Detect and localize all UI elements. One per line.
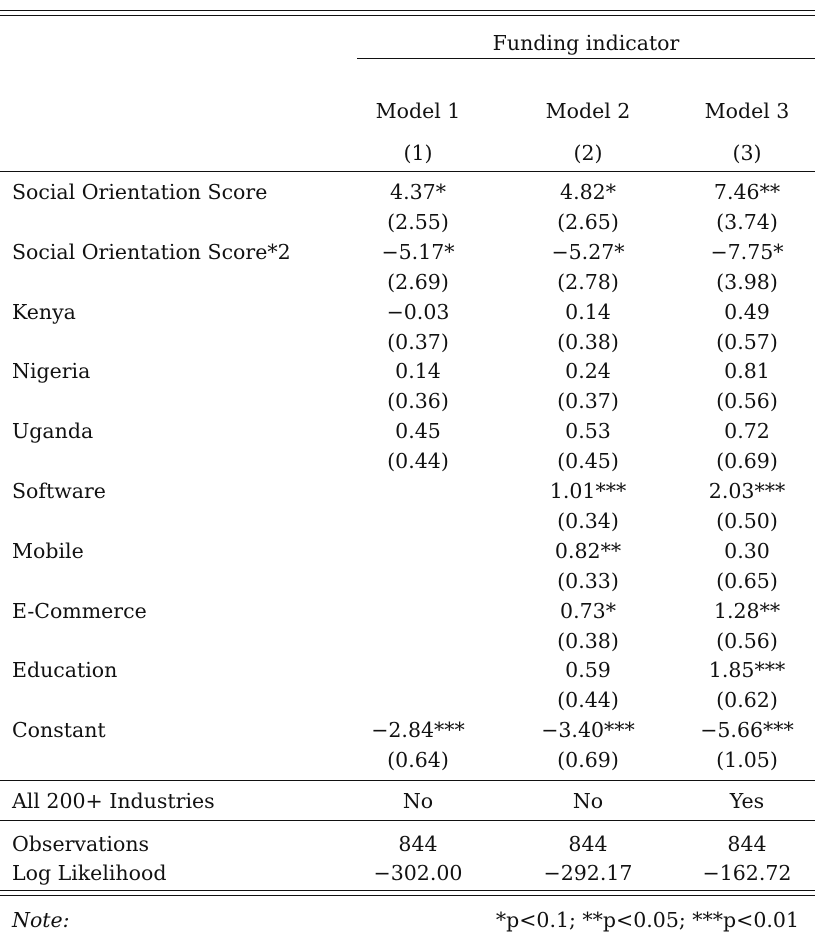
coefficient-model-2: 1.01***: [549, 479, 627, 503]
std-error-model-3: (3.98): [716, 270, 778, 294]
row-label: Kenya: [12, 300, 76, 324]
std-error-model-2: (0.37): [557, 389, 619, 413]
coefficient-model-2: 0.24: [565, 359, 611, 383]
model-3-header: Model 3: [704, 99, 790, 123]
industries-model-3: Yes: [729, 789, 765, 813]
coefficient-model-1: 4.37*: [390, 180, 446, 204]
note-label: Note:: [12, 908, 70, 932]
loglik-model-1: −302.00: [373, 861, 463, 885]
std-error-model-1: (0.64): [387, 748, 449, 772]
row-label: Education: [12, 658, 118, 682]
coefficient-model-3: −7.75*: [710, 240, 784, 264]
coefficient-model-3: 0.30: [724, 539, 770, 563]
coefficient-model-2: 0.82**: [554, 539, 622, 563]
coefficient-model-2: 0.59: [565, 658, 611, 682]
std-error-model-3: (0.56): [716, 389, 778, 413]
observations-label: Observations: [12, 832, 150, 856]
row-label: Social Orientation Score*2: [12, 240, 291, 264]
std-error-model-2: (0.38): [557, 629, 619, 653]
std-error-model-2: (0.38): [557, 330, 619, 354]
coefficient-model-3: −5.66***: [700, 718, 794, 742]
coefficient-model-1: 0.45: [395, 419, 441, 443]
coefficient-model-1: −5.17*: [381, 240, 455, 264]
std-error-model-3: (0.65): [716, 569, 778, 593]
std-error-model-2: (0.44): [557, 688, 619, 712]
top-rule-2: [0, 15, 815, 16]
coefficient-model-3: 0.81: [724, 359, 770, 383]
coefficient-model-2: 4.82*: [560, 180, 616, 204]
coefficient-model-3: 7.46**: [713, 180, 781, 204]
std-error-model-3: (0.50): [716, 509, 778, 533]
model-1-header: Model 1: [375, 99, 461, 123]
row-label: Uganda: [12, 419, 94, 443]
coefficient-model-1: −0.03: [386, 300, 450, 324]
std-error-model-2: (2.78): [557, 270, 619, 294]
std-error-model-1: (0.37): [387, 330, 449, 354]
coefficient-model-3: 0.72: [724, 419, 770, 443]
top-rule: [0, 10, 815, 11]
model-3-number: (3): [732, 141, 762, 165]
row-label: Social Orientation Score: [12, 180, 268, 204]
observations-model-3: 844: [727, 832, 767, 856]
row-label: Constant: [12, 718, 106, 742]
coefficient-model-3: 2.03***: [708, 479, 786, 503]
std-error-model-2: (0.69): [557, 748, 619, 772]
coefficient-model-3: 1.85***: [708, 658, 786, 682]
bottom-rule-2: [0, 895, 815, 896]
std-error-model-3: (3.74): [716, 210, 778, 234]
bottom-rule: [0, 890, 815, 891]
std-error-model-3: (0.69): [716, 449, 778, 473]
std-error-model-3: (0.56): [716, 629, 778, 653]
group-header-rule: [357, 58, 815, 59]
model-2-header: Model 2: [545, 99, 631, 123]
row-label: Mobile: [12, 539, 84, 563]
industries-rule: [0, 820, 815, 821]
group-header: Funding indicator: [492, 31, 680, 55]
loglik-model-2: −292.17: [543, 861, 633, 885]
row-label: E-Commerce: [12, 599, 147, 623]
coefficient-model-1: −2.84***: [371, 718, 465, 742]
significance-note: *p<0.1; **p<0.05; ***p<0.01: [495, 908, 799, 932]
std-error-model-1: (0.36): [387, 389, 449, 413]
std-error-model-2: (2.65): [557, 210, 619, 234]
loglik-model-3: −162.72: [702, 861, 792, 885]
industries-model-2: No: [572, 789, 604, 813]
std-error-model-2: (0.45): [557, 449, 619, 473]
header-rule: [0, 171, 815, 172]
observations-model-2: 844: [568, 832, 608, 856]
model-2-number: (2): [573, 141, 603, 165]
coefficient-model-2: 0.73*: [560, 599, 616, 623]
std-error-model-3: (1.05): [716, 748, 778, 772]
coefficient-model-2: 0.14: [565, 300, 611, 324]
observations-model-1: 844: [398, 832, 438, 856]
loglik-label: Log Likelihood: [12, 861, 167, 885]
coefficient-model-3: 0.49: [724, 300, 770, 324]
row-label: Nigeria: [12, 359, 91, 383]
industries-model-1: No: [402, 789, 434, 813]
coefficient-model-2: 0.53: [565, 419, 611, 443]
std-error-model-3: (0.57): [716, 330, 778, 354]
model-1-number: (1): [403, 141, 433, 165]
std-error-model-1: (2.55): [387, 210, 449, 234]
std-error-model-1: (0.44): [387, 449, 449, 473]
std-error-model-1: (2.69): [387, 270, 449, 294]
industries-label: All 200+ Industries: [12, 789, 215, 813]
coefficient-model-2: −5.27*: [551, 240, 625, 264]
std-error-model-2: (0.33): [557, 569, 619, 593]
coefficient-model-2: −3.40***: [541, 718, 635, 742]
coefficient-model-1: 0.14: [395, 359, 441, 383]
std-error-model-3: (0.62): [716, 688, 778, 712]
std-error-model-2: (0.34): [557, 509, 619, 533]
row-label: Software: [12, 479, 106, 503]
coef-end-rule: [0, 780, 815, 781]
coefficient-model-3: 1.28**: [713, 599, 781, 623]
